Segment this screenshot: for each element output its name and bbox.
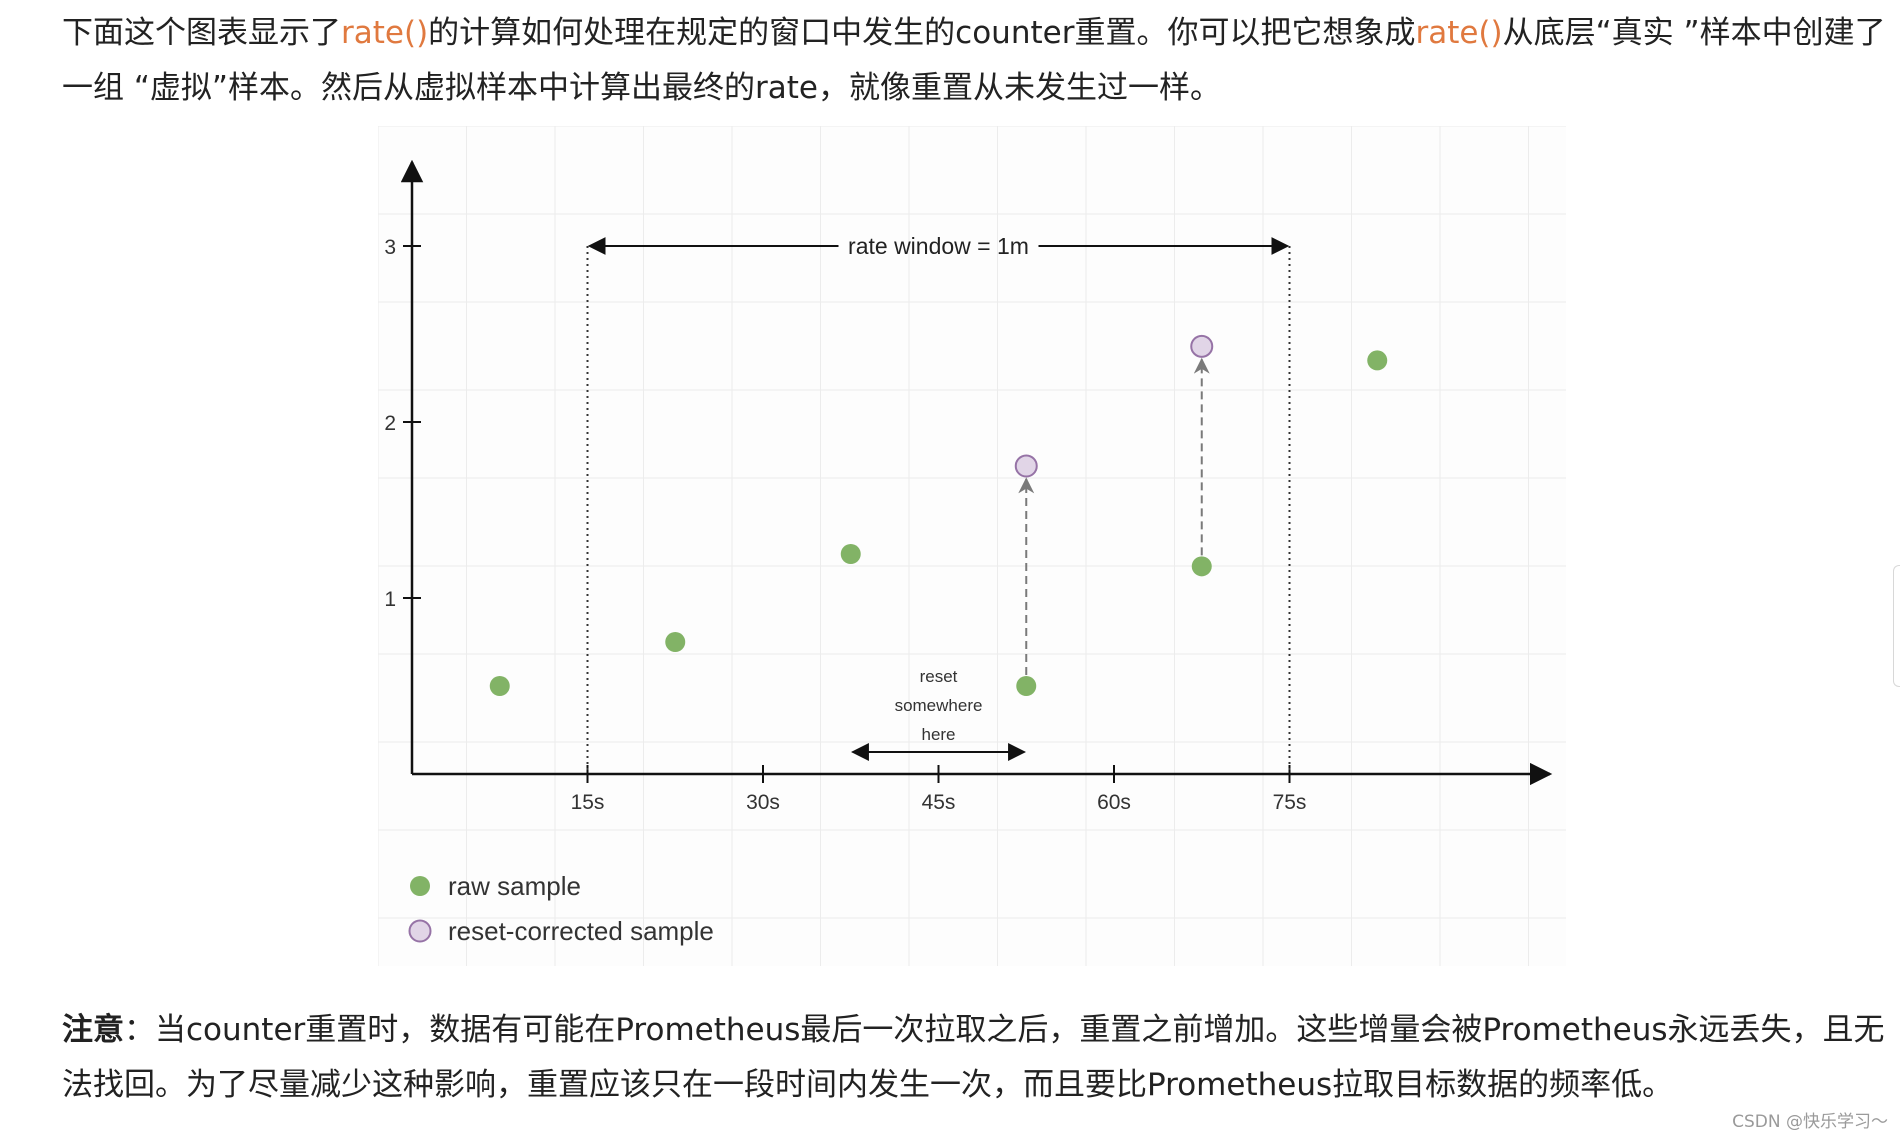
reset-corrected-point — [1014, 454, 1038, 478]
reset-annotation-line: somewhere — [895, 696, 983, 715]
raw-sample-point — [665, 632, 686, 652]
legend-label-raw: raw sample — [448, 871, 581, 901]
legend-swatch-raw — [410, 876, 430, 896]
x-tick-label: 15s — [571, 791, 605, 814]
x-tick-label: 75s — [1273, 791, 1307, 814]
chart-svg: 15s 30s 45s 60s 75s 1 2 3 rate window = 1m reset… — [378, 126, 1566, 966]
chart-background — [378, 126, 1566, 966]
note-paragraph: 注意：当counter重置时，数据有可能在Prometheus最后一次拉取之后，… — [62, 1003, 1892, 1113]
side-panel-tab[interactable] — [1893, 565, 1900, 687]
reset-corrected-point — [1190, 334, 1214, 358]
intro-text-1: 下面这个图表显示了 — [62, 15, 341, 51]
y-tick-label: 3 — [384, 236, 396, 259]
x-tick-label: 45s — [922, 791, 956, 814]
note-label: 注意 — [62, 1012, 124, 1048]
y-tick-label: 2 — [384, 412, 396, 435]
raw-sample-point — [1367, 350, 1388, 371]
raw-sample-point — [1016, 676, 1037, 696]
y-tick-label: 1 — [384, 588, 396, 611]
x-tick-label: 30s — [746, 791, 780, 814]
chart-grid — [378, 126, 1566, 966]
raw-sample-point — [489, 676, 510, 696]
legend-label-corrected: reset-corrected sample — [448, 916, 714, 946]
reset-annotation-line: reset — [920, 667, 958, 686]
intro-text-3: 从底层“真实 ”样本中创建了一组 “虚拟”样本。然后从虚拟样本中计算出最终的ra… — [62, 15, 1886, 106]
rate-reset-chart: 15s 30s 45s 60s 75s 1 2 3 rate window = 1m reset… — [378, 126, 1566, 966]
intro-paragraph: 下面这个图表显示了rate()的计算如何处理在规定的窗口中发生的counter重… — [62, 6, 1892, 116]
legend-swatch-corrected — [408, 919, 432, 943]
rate-function-code: rate() — [1415, 15, 1503, 51]
rate-function-code: rate() — [341, 15, 429, 51]
note-text: ：当counter重置时，数据有可能在Prometheus最后一次拉取之后，重置… — [62, 1012, 1885, 1103]
watermark: CSDN @快乐学习～ — [1732, 1112, 1888, 1132]
rate-window-label: rate window = 1m — [848, 233, 1029, 259]
x-tick-label: 60s — [1097, 791, 1131, 814]
raw-sample-point — [840, 544, 861, 564]
reset-annotation-line: here — [921, 725, 955, 744]
chart-annotations: rate window = 1m reset somewhere here — [586, 233, 1291, 774]
raw-sample-point — [1191, 556, 1212, 577]
chart-axes: 15s 30s 45s 60s 75s 1 2 3 — [384, 159, 1553, 814]
intro-text-2: 的计算如何处理在规定的窗口中发生的counter重置。你可以把它想象成 — [428, 15, 1416, 51]
chart-points — [489, 334, 1388, 696]
chart-legend: raw sample reset-corrected sample — [408, 871, 714, 946]
